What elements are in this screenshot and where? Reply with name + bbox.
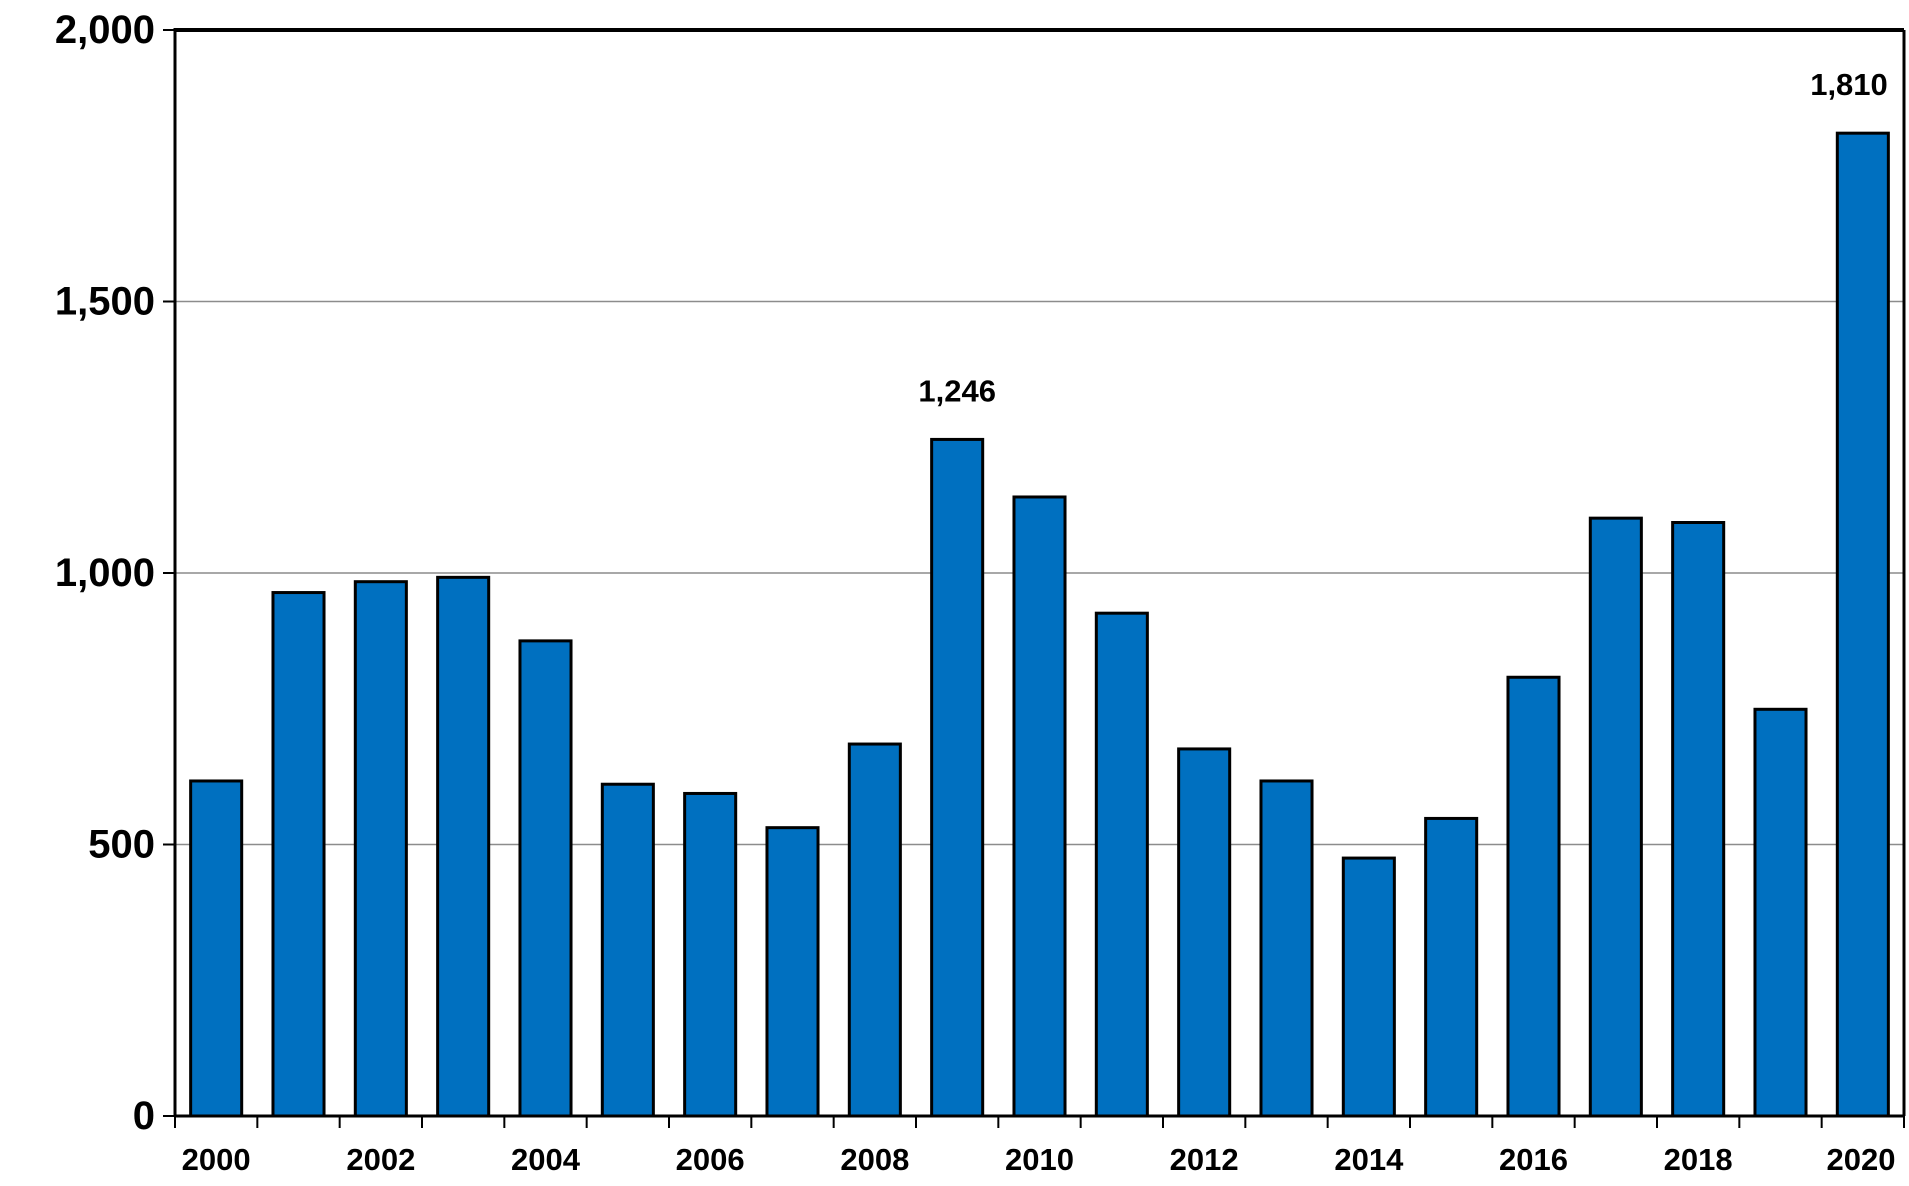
bar-2001 — [271, 591, 326, 1118]
y-tick-label: 0 — [133, 1094, 155, 1138]
bars — [189, 131, 1890, 1118]
x-tick-label-2002: 2002 — [346, 1142, 415, 1177]
x-tick-label-2014: 2014 — [1334, 1142, 1404, 1177]
y-tick-label: 2,000 — [55, 8, 155, 52]
y-tick-label: 1,500 — [55, 280, 155, 324]
bar-2016 — [1506, 675, 1561, 1118]
bar-2017 — [1588, 516, 1643, 1118]
bar-2019 — [1753, 707, 1808, 1118]
x-tick-label-2004: 2004 — [511, 1142, 581, 1177]
x-axis-tick-labels: 2000 2002 2004 2006 2008 2010 2012 2014 2016 2018… — [174, 1116, 1905, 1177]
data-label-2009: 1,246 — [918, 373, 996, 408]
bar-2020 — [1835, 131, 1890, 1118]
bar-2003 — [436, 575, 491, 1118]
bar-2002 — [353, 580, 408, 1118]
data-labels: 1,246 1,810 — [918, 67, 1887, 408]
data-label-2020: 1,810 — [1810, 67, 1888, 102]
bar-2009 — [930, 437, 985, 1118]
bar-2012 — [1177, 747, 1232, 1118]
bar-2018 — [1671, 521, 1726, 1118]
bar-2013 — [1259, 779, 1314, 1118]
bar-2008 — [847, 742, 902, 1118]
bar-2000 — [189, 779, 244, 1118]
bar-2014 — [1341, 856, 1396, 1118]
x-tick-label-2020: 2020 — [1827, 1142, 1896, 1177]
y-tick-label: 500 — [88, 823, 155, 867]
bar-2006 — [683, 791, 738, 1118]
bar-2010 — [1012, 495, 1067, 1118]
y-tick-label: 1,000 — [55, 551, 155, 595]
bar-2007 — [765, 826, 820, 1118]
x-tick-label-2012: 2012 — [1170, 1142, 1239, 1177]
bar-2005 — [600, 782, 655, 1118]
bar-2004 — [518, 639, 573, 1118]
x-tick-label-2016: 2016 — [1499, 1142, 1568, 1177]
bar-2011 — [1094, 611, 1149, 1118]
x-tick-label-2000: 2000 — [182, 1142, 251, 1177]
x-tick-label-2010: 2010 — [1005, 1142, 1074, 1177]
x-tick-label-2018: 2018 — [1664, 1142, 1733, 1177]
bar-2015 — [1424, 816, 1479, 1118]
x-tick-label-2006: 2006 — [676, 1142, 745, 1177]
y-axis-tick-labels: 0 500 1,000 1,500 2,000 — [55, 8, 175, 1138]
x-tick-label-2008: 2008 — [840, 1142, 909, 1177]
